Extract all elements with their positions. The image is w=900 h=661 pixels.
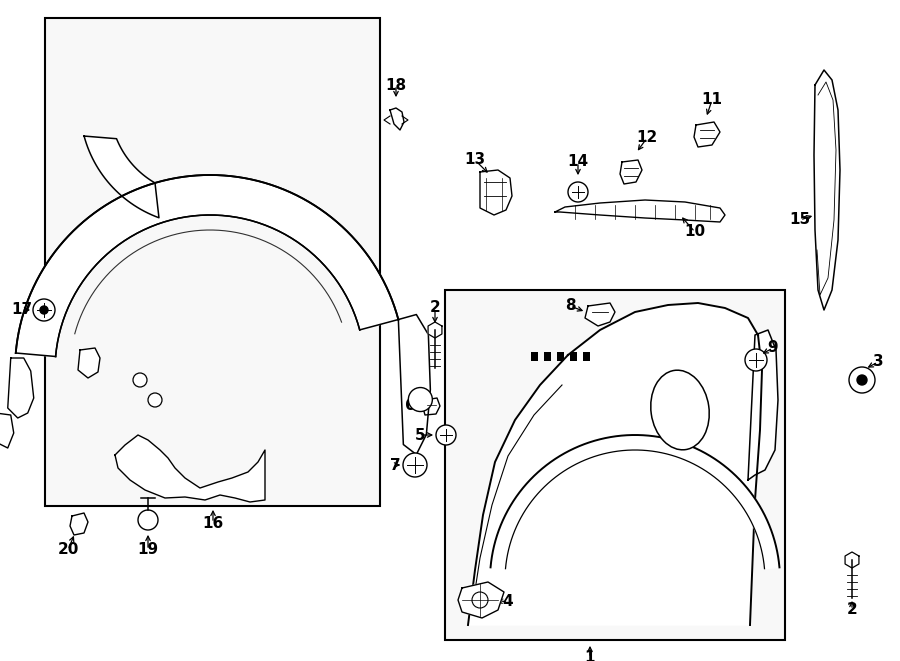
Bar — [557, 352, 564, 361]
Bar — [531, 352, 538, 361]
Text: 11: 11 — [701, 93, 723, 108]
Text: 20: 20 — [58, 543, 78, 557]
Circle shape — [403, 453, 427, 477]
Text: 5: 5 — [415, 428, 426, 442]
Polygon shape — [423, 398, 440, 415]
Polygon shape — [480, 170, 512, 215]
Text: 2: 2 — [847, 602, 858, 617]
Text: 7: 7 — [390, 457, 400, 473]
Text: 6: 6 — [405, 397, 416, 412]
Text: 3: 3 — [873, 354, 883, 369]
Text: 13: 13 — [464, 153, 486, 167]
Circle shape — [568, 182, 588, 202]
Bar — [544, 352, 551, 361]
Ellipse shape — [651, 370, 709, 450]
Polygon shape — [468, 303, 762, 625]
Polygon shape — [390, 108, 404, 130]
Polygon shape — [84, 136, 159, 217]
Circle shape — [148, 393, 162, 407]
Polygon shape — [694, 122, 720, 147]
Polygon shape — [0, 413, 14, 448]
Circle shape — [849, 367, 875, 393]
Polygon shape — [78, 348, 100, 378]
Circle shape — [857, 375, 867, 385]
Circle shape — [138, 510, 158, 530]
Circle shape — [40, 306, 48, 314]
Text: 8: 8 — [564, 299, 575, 313]
Polygon shape — [8, 358, 33, 418]
Polygon shape — [555, 200, 725, 222]
Text: 1: 1 — [585, 650, 595, 661]
Text: 16: 16 — [202, 516, 223, 531]
Text: 19: 19 — [138, 543, 158, 557]
Text: 17: 17 — [12, 303, 32, 317]
Polygon shape — [845, 552, 859, 568]
Polygon shape — [585, 303, 615, 326]
Polygon shape — [491, 435, 779, 568]
Text: 12: 12 — [636, 130, 658, 145]
Bar — [45, 18, 380, 506]
Text: 4: 4 — [503, 594, 513, 609]
Text: 14: 14 — [567, 155, 589, 169]
Circle shape — [745, 349, 767, 371]
Bar — [570, 352, 577, 361]
Polygon shape — [15, 175, 399, 356]
Circle shape — [33, 299, 55, 321]
Text: 10: 10 — [684, 225, 706, 239]
Text: 9: 9 — [768, 340, 778, 356]
Polygon shape — [399, 315, 430, 455]
Text: 18: 18 — [385, 77, 407, 93]
Bar — [445, 290, 785, 640]
Circle shape — [472, 592, 488, 608]
Polygon shape — [814, 70, 840, 310]
Polygon shape — [428, 322, 442, 338]
Circle shape — [436, 425, 456, 445]
Bar — [583, 352, 590, 361]
Text: 2: 2 — [429, 301, 440, 315]
Circle shape — [133, 373, 147, 387]
Text: 15: 15 — [789, 212, 811, 227]
Polygon shape — [620, 160, 642, 184]
Polygon shape — [458, 582, 504, 618]
Polygon shape — [70, 513, 88, 535]
Polygon shape — [748, 330, 778, 480]
Circle shape — [409, 387, 432, 412]
Polygon shape — [115, 435, 265, 502]
